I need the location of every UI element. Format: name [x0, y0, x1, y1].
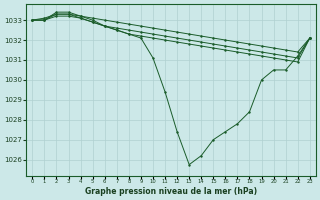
X-axis label: Graphe pression niveau de la mer (hPa): Graphe pression niveau de la mer (hPa)	[85, 187, 257, 196]
